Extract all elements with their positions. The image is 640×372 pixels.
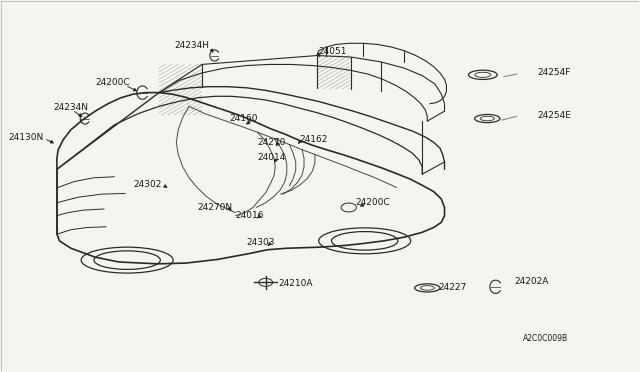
Text: 24234H: 24234H (174, 41, 209, 51)
Text: 24210A: 24210A (278, 279, 313, 288)
Text: 24162: 24162 (300, 135, 328, 144)
Text: 24200C: 24200C (355, 198, 390, 207)
Text: 24303: 24303 (246, 238, 275, 247)
Text: 24160: 24160 (229, 114, 258, 123)
Text: 24014: 24014 (257, 153, 286, 161)
Text: 24130N: 24130N (8, 132, 44, 142)
Text: 24254E: 24254E (537, 111, 571, 120)
Text: 24016: 24016 (236, 211, 264, 220)
Text: 24227: 24227 (438, 283, 467, 292)
Text: 24270N: 24270N (197, 203, 232, 212)
Text: 24302: 24302 (134, 180, 162, 189)
Text: 24200C: 24200C (95, 78, 130, 87)
Text: 24051: 24051 (319, 47, 348, 56)
Text: A2C0C009B: A2C0C009B (523, 334, 568, 343)
Text: 24202A: 24202A (515, 277, 549, 286)
Text: 24254F: 24254F (537, 68, 570, 77)
Text: 24270: 24270 (257, 138, 286, 147)
Text: 24234N: 24234N (53, 103, 88, 112)
